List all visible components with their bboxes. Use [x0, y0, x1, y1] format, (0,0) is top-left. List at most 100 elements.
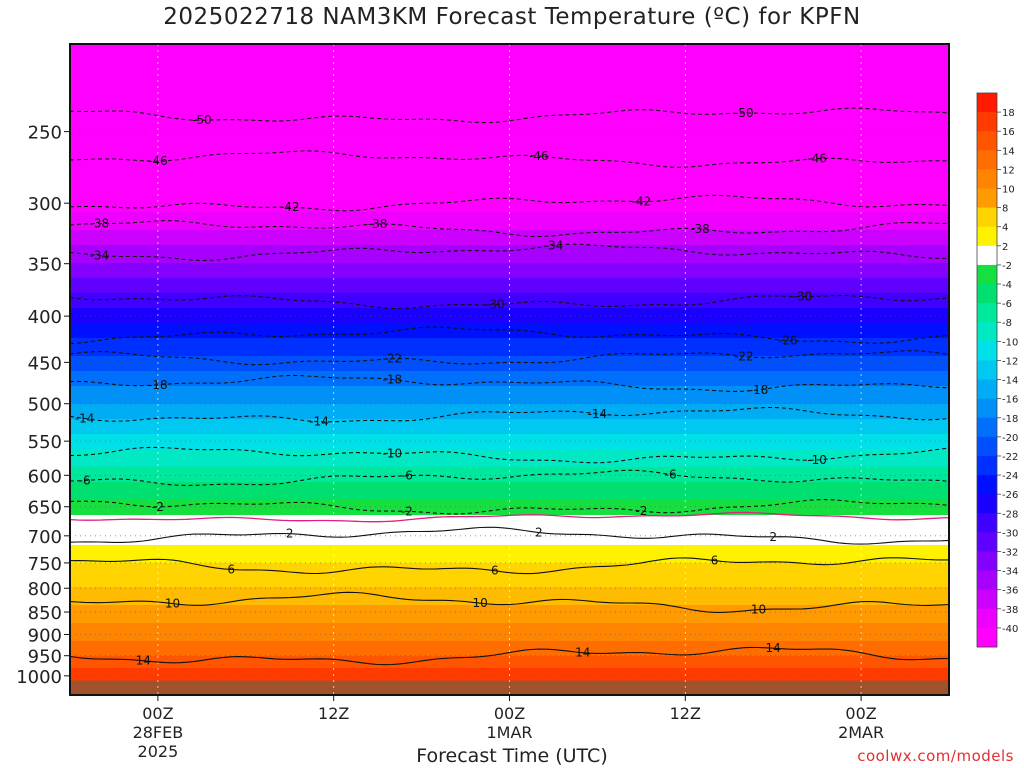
temperature-band — [70, 161, 949, 165]
colorbar-swatch — [977, 570, 997, 591]
temperature-band — [70, 467, 949, 471]
y-tick-label: 500 — [28, 395, 62, 416]
temperature-band — [70, 53, 949, 57]
colorbar-label: -26 — [1002, 490, 1018, 501]
temperature-band — [70, 107, 949, 111]
colorbar-label: 10 — [1002, 185, 1015, 196]
temperature-band — [70, 137, 949, 141]
colorbar-swatch — [977, 608, 997, 629]
contour-label: 6 — [227, 562, 235, 576]
contour-label: -6 — [401, 469, 413, 483]
x-tick-label: 2025 — [138, 742, 179, 761]
temperature-band — [70, 593, 949, 597]
temperature-band — [70, 395, 949, 399]
colorbar-swatch — [977, 513, 997, 533]
x-axis-label: Forecast Time (UTC) — [416, 745, 608, 767]
temperature-band — [70, 65, 949, 69]
temperature-band — [70, 323, 949, 327]
contour-label: 14 — [575, 646, 590, 660]
temperature-band — [70, 341, 949, 345]
colorbar-swatch — [977, 475, 997, 495]
colorbar-label: -16 — [1002, 395, 1018, 406]
contour-label: -18 — [148, 378, 168, 392]
x-tick-label: 00Z — [142, 704, 173, 723]
colorbar-label: 4 — [1002, 223, 1008, 234]
temperature-band — [70, 143, 949, 147]
y-tick-label: 250 — [28, 123, 62, 144]
colorbar: 18 16 14 12 10 8 4 2 -2 -4 -6 -8 -10 -12 -14 -16 -18 -20 -… — [976, 92, 1018, 648]
chart-title: 2025022718 NAM3KM Forecast Temperature (… — [163, 4, 861, 30]
contour-label: -10 — [807, 453, 827, 467]
y-tick-label: 950 — [28, 647, 62, 668]
x-tick-label: 28FEB — [133, 723, 184, 742]
freezing-line — [70, 511, 949, 523]
colorbar-swatch — [977, 551, 997, 571]
temperature-band — [70, 239, 949, 243]
temperature-band — [70, 425, 949, 429]
x-tick-label: 12Z — [318, 704, 349, 723]
temperature-band — [70, 665, 949, 669]
temperature-band — [70, 653, 949, 657]
colorbar-label: 16 — [1002, 127, 1015, 138]
y-tick-label: 600 — [28, 466, 62, 487]
temperature-band — [70, 449, 949, 453]
contour-label: -2 — [152, 500, 164, 514]
temperature-band — [70, 95, 949, 99]
colorbar-label: -36 — [1002, 586, 1018, 597]
colorbar-label: -20 — [1002, 433, 1018, 444]
y-tick-label: 450 — [28, 353, 62, 374]
contour-line — [70, 326, 949, 345]
temperature-band — [70, 275, 949, 279]
temperature-band — [70, 617, 949, 621]
temperature-band — [70, 491, 949, 495]
colorbar-label: -32 — [1002, 547, 1018, 558]
contour-label: -14 — [75, 411, 95, 425]
temperature-band — [70, 293, 949, 297]
colorbar-label: -30 — [1002, 528, 1018, 539]
temperature-band — [70, 365, 949, 369]
temperature-band — [70, 269, 949, 273]
temperature-band — [70, 485, 949, 489]
contour-label: 10 — [473, 596, 488, 610]
colorbar-swatch — [977, 112, 997, 132]
temperature-band — [70, 581, 949, 585]
temperature-band — [70, 509, 949, 513]
colorbar-label: -6 — [1002, 299, 1012, 310]
temperature-band — [70, 371, 949, 375]
contour-label: 10 — [751, 603, 766, 617]
temperature-band — [70, 155, 949, 159]
contour-label: -6 — [79, 473, 91, 487]
x-tick-label: 2MAR — [838, 723, 884, 742]
temperature-band — [70, 221, 949, 225]
temperature-band — [70, 473, 949, 477]
temperature-band — [70, 257, 949, 261]
colorbar-swatch — [977, 360, 997, 380]
temperature-band — [70, 407, 949, 411]
site-credit[interactable]: coolwx.com/models — [857, 747, 1014, 765]
colorbar-swatch — [977, 245, 997, 266]
temperature-band — [70, 599, 949, 603]
contour-label: -14 — [309, 415, 329, 429]
temperature-band — [70, 83, 949, 87]
contour-label: -46 — [529, 149, 549, 163]
contour-label: -30 — [793, 290, 813, 304]
contour-label: -2 — [401, 504, 413, 518]
contour-label: -10 — [382, 447, 402, 461]
temperature-band — [70, 335, 949, 339]
colorbar-swatch — [977, 341, 997, 361]
temperature-band — [70, 119, 949, 123]
temperature-band — [70, 587, 949, 591]
y-tick-label: 850 — [28, 603, 62, 624]
y-tick-label: 750 — [28, 554, 62, 575]
y-tick-label: 800 — [28, 579, 62, 600]
temperature-band — [70, 677, 949, 681]
temperature-band — [70, 197, 949, 201]
contour-label: -42 — [632, 195, 652, 209]
contour-label: -26 — [778, 334, 798, 348]
temperature-band — [70, 401, 949, 405]
temperature-band — [70, 347, 949, 351]
temperature-band — [70, 377, 949, 381]
temperature-band — [70, 185, 949, 189]
temperature-band — [70, 59, 949, 63]
